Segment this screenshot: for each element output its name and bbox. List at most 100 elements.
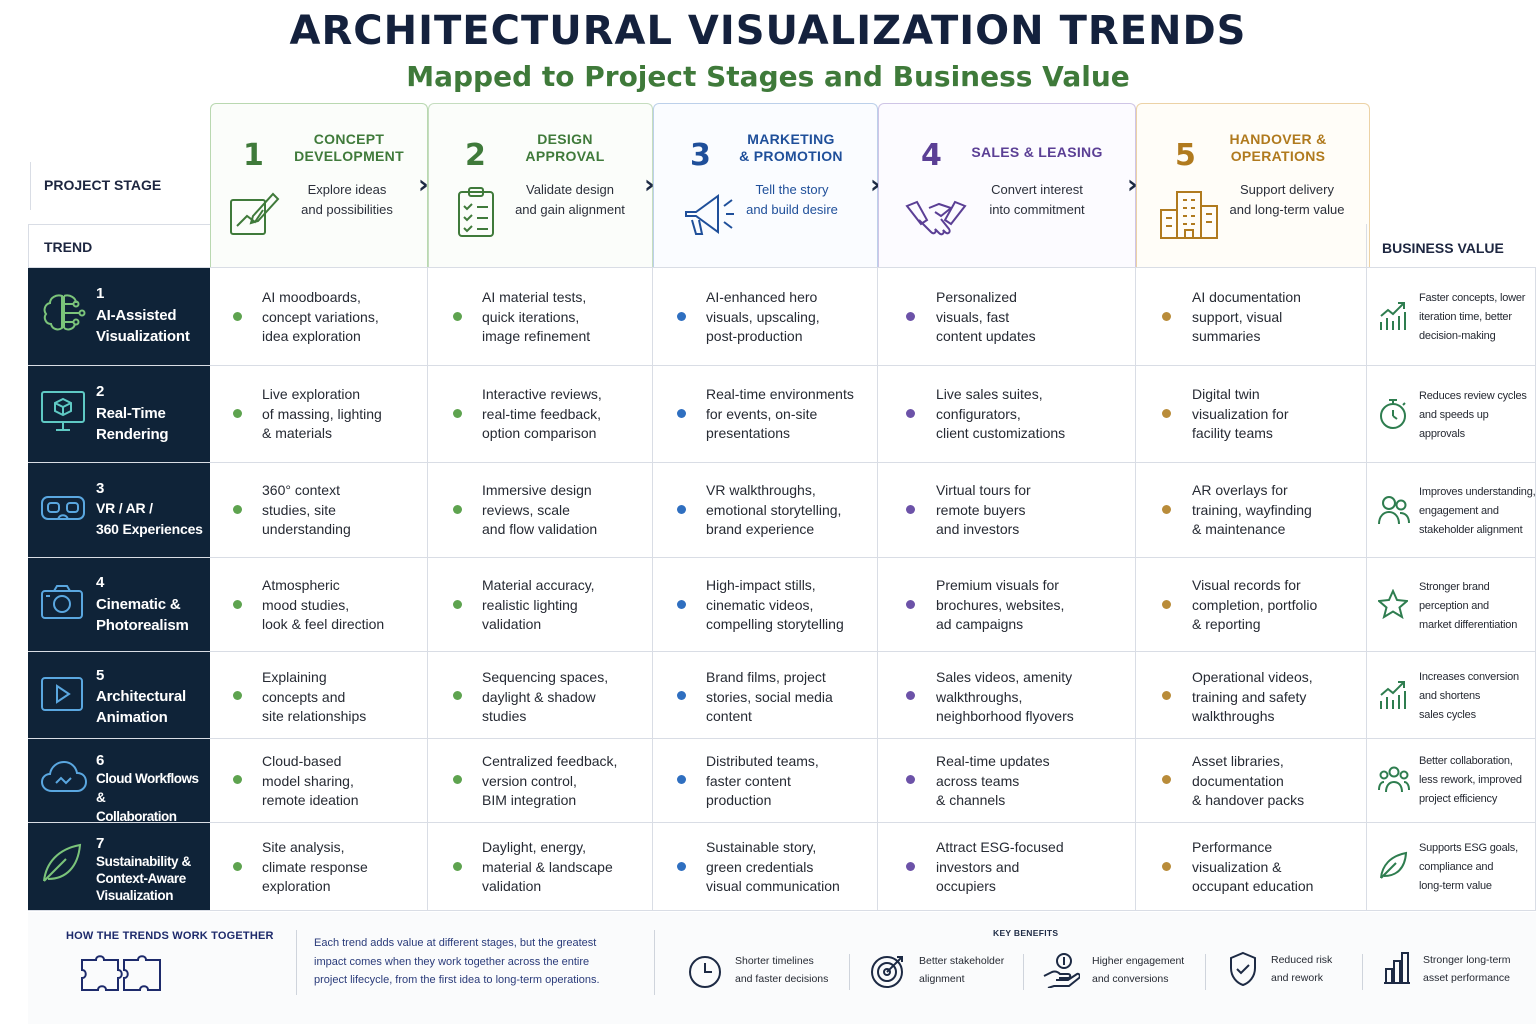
bullet-dot [1162, 775, 1171, 784]
benefit-text: Higher engagement and conversions [1092, 955, 1185, 985]
footer-panel [28, 912, 1536, 1024]
bullet-dot [453, 775, 462, 784]
page-subtitle: Mapped to Project Stages and Business Va… [406, 60, 1130, 93]
stage-name: MARKETING & PROMOTION [739, 131, 843, 164]
benefit-text: Better stakeholder alignment [919, 955, 1005, 985]
trend-name: Sustainability & Context-Aware Visualiza… [96, 854, 191, 903]
stage-number: 2 [465, 138, 486, 173]
matrix-cell: Operational videos, training and safety … [1192, 669, 1313, 724]
grid-col-line [652, 268, 653, 910]
bullet-dot [453, 691, 462, 700]
grid-col-line [1135, 268, 1136, 910]
bullet-dot [677, 312, 686, 321]
business-value-label: BUSINESS VALUE [1382, 240, 1504, 256]
benefit-item: Shorter timelines and faster decisions [688, 948, 848, 1000]
matrix-cell: Real-time environments for events, on-si… [706, 386, 854, 441]
trend-number: 7 [96, 835, 105, 852]
trend-number: 6 [96, 752, 105, 769]
matrix-cell: Material accuracy, realistic lighting va… [482, 577, 595, 632]
trend-label-line [28, 224, 29, 268]
stage-description: Support delivery and long-term value [1229, 182, 1345, 217]
stage-header-sales: 4 SALES & LEASING Convert interest into … [878, 103, 1136, 268]
how-trends-text: Each trend adds value at different stage… [314, 937, 600, 986]
matrix-cell: Sequencing spaces, daylight & shadow stu… [482, 669, 609, 724]
trend-row-animation: 5 Architectural Animation [28, 652, 210, 738]
camera-icon [41, 585, 83, 619]
trend-number: 1 [96, 285, 105, 302]
bullet-dot [677, 505, 686, 514]
stopwatch-icon [1380, 399, 1406, 429]
matrix-cell: Live sales suites, configurators, client… [936, 386, 1066, 441]
matrix-cell: AR overlays for training, wayfinding & m… [1192, 482, 1312, 537]
play-video-icon [41, 677, 83, 711]
matrix-cell: Atmospheric mood studies, look & feel di… [262, 577, 385, 632]
grid-row-line [28, 557, 1536, 558]
bullet-dot [906, 505, 915, 514]
bullet-dot [677, 409, 686, 418]
bar-building-icon [1384, 952, 1410, 984]
people-icon [1378, 496, 1410, 525]
benefit-text: Shorter timelines and faster decisions [735, 955, 829, 985]
bullet-dot [453, 312, 462, 321]
project-stage-underline [30, 162, 31, 210]
business-value-text: Better collaboration, less rework, impro… [1419, 755, 1522, 805]
matrix-cell: Asset libraries, documentation & handove… [1192, 753, 1305, 808]
bullet-dot [453, 600, 462, 609]
business-value-text: Faster concepts, lower iteration time, b… [1419, 292, 1526, 342]
bullet-dot [233, 505, 242, 514]
trend-name: AI-Assisted Visualizationt [96, 307, 190, 345]
chevron-right-icon: › [644, 170, 655, 200]
stage-description: Explore ideas and possibilities [301, 182, 393, 217]
trend-row-vr-ar: 3 VR / AR / 360 Experiences [28, 463, 210, 557]
target-icon [871, 956, 903, 988]
trend-label: TREND [44, 239, 93, 255]
trend-name: Cinematic & Photorealism [96, 596, 189, 634]
bullet-dot [677, 600, 686, 609]
handshake-icon [905, 200, 967, 236]
benefit-item: Better stakeholder alignment [870, 948, 1020, 1000]
business-value-text: Increases conversion and shortens sales … [1419, 671, 1519, 721]
bullet-dot [906, 409, 915, 418]
bullet-dot [1162, 505, 1171, 514]
stage-number: 1 [243, 138, 264, 173]
bullet-dot [677, 775, 686, 784]
bullet-dot [1162, 600, 1171, 609]
project-stage-label: PROJECT STAGE [44, 177, 162, 193]
bullet-dot [677, 862, 686, 871]
grid-row-line [28, 651, 1536, 652]
matrix-cell: VR walkthroughs, emotional storytelling,… [706, 482, 842, 537]
stage-name: SALES & LEASING [971, 144, 1103, 160]
matrix-cell: Digital twin visualization for facility … [1192, 386, 1289, 441]
key-benefits-title: KEY BENEFITS [993, 928, 1059, 938]
bullet-dot [906, 862, 915, 871]
bullet-dot [233, 312, 242, 321]
matrix-cell: Explaining concepts and site relationshi… [262, 669, 367, 724]
matrix-cell: Virtual tours for remote buyers and inve… [936, 482, 1031, 537]
chevron-right-icon: › [1127, 170, 1138, 200]
trend-number: 4 [96, 574, 105, 591]
matrix-cell: Site analysis, climate response explorat… [262, 839, 368, 894]
bullet-dot [1162, 409, 1171, 418]
bullet-dot [677, 691, 686, 700]
benefit-item: Higher engagement and conversions [1042, 948, 1202, 1000]
matrix-cell: High-impact stills, cinematic videos, co… [706, 577, 844, 632]
monitor-cube-icon [41, 391, 85, 431]
stage-header-marketing: 3 MARKETING & PROMOTION Tell the story a… [653, 103, 878, 268]
trend-row-real-time: 2 Real-Time Rendering [28, 366, 210, 462]
benefit-item: Reduced risk and rework [1228, 948, 1358, 1000]
grid-col-line [1366, 224, 1367, 910]
stage-header-concept: 1 CONCEPT DEVELOPMENT Explore ideas and … [210, 103, 428, 268]
benefit-divider [849, 954, 850, 990]
bullet-dot [1162, 862, 1171, 871]
grid-col-line [427, 268, 428, 910]
matrix-cell: Personalized visuals, fast content updat… [936, 289, 1036, 344]
benefit-text: Reduced risk and rework [1271, 954, 1333, 984]
benefit-divider [1205, 954, 1206, 990]
matrix-cell: Premium visuals for brochures, websites,… [936, 577, 1065, 632]
trend-name: Cloud Workflows & Collaboration [96, 771, 199, 824]
matrix-cell: AI documentation support, visual summari… [1192, 289, 1301, 344]
matrix-cell: Immersive design reviews, scale and flow… [482, 482, 598, 537]
stage-description: Validate design and gain alignment [515, 182, 625, 217]
matrix-cell: Interactive reviews, real-time feedback,… [482, 386, 602, 441]
matrix-cell: Performance visualization & occupant edu… [1192, 839, 1314, 894]
